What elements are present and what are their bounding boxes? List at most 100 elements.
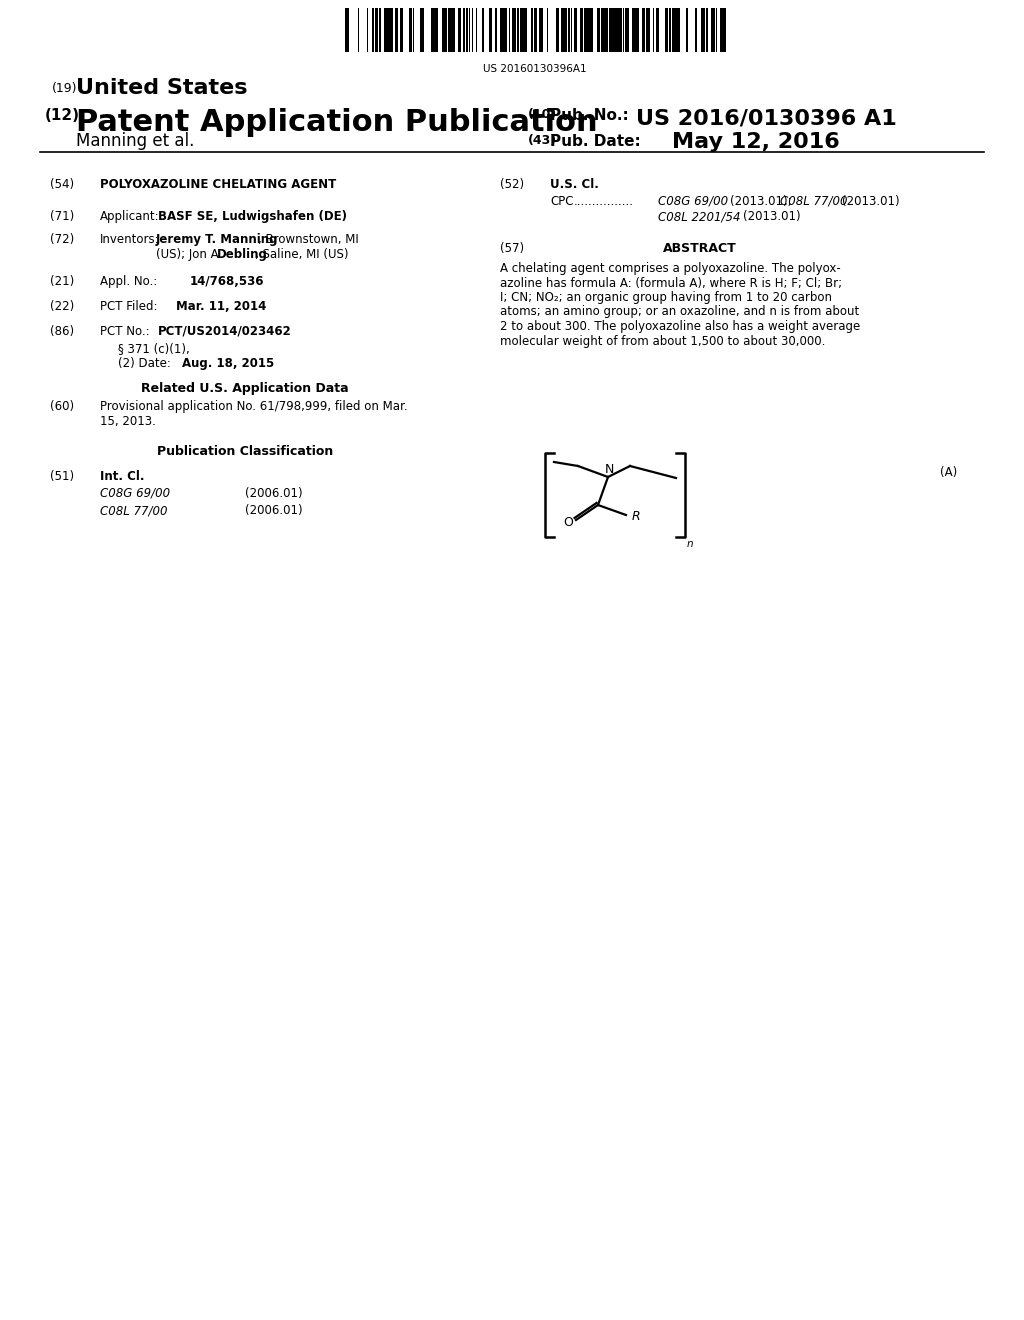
Bar: [386, 8, 388, 51]
Text: § 371 (c)(1),: § 371 (c)(1),: [118, 342, 189, 355]
Bar: [372, 8, 374, 51]
Text: Int. Cl.: Int. Cl.: [100, 470, 144, 483]
Bar: [701, 8, 705, 51]
Text: (12): (12): [45, 108, 80, 123]
Bar: [435, 8, 437, 51]
Bar: [466, 8, 468, 51]
Text: atoms; an amino group; or an oxazoline, and n is from about: atoms; an amino group; or an oxazoline, …: [500, 305, 859, 318]
Bar: [580, 8, 582, 51]
Text: , Saline, MI (US): , Saline, MI (US): [255, 248, 348, 261]
Text: PCT/US2014/023462: PCT/US2014/023462: [158, 325, 292, 338]
Text: 15, 2013.: 15, 2013.: [100, 414, 156, 428]
Text: Jeremy T. Manning: Jeremy T. Manning: [156, 234, 279, 246]
Text: O: O: [563, 516, 573, 528]
Bar: [444, 8, 447, 51]
Bar: [601, 8, 604, 51]
Text: Provisional application No. 61/798,999, filed on Mar.: Provisional application No. 61/798,999, …: [100, 400, 408, 413]
Bar: [379, 8, 381, 51]
Text: A chelating agent comprises a polyoxazoline. The polyox-: A chelating agent comprises a polyoxazol…: [500, 261, 841, 275]
Text: , Brownstown, MI: , Brownstown, MI: [258, 234, 358, 246]
Bar: [504, 8, 507, 51]
Text: n: n: [687, 539, 693, 549]
Bar: [597, 8, 600, 51]
Bar: [672, 8, 675, 51]
Text: (19): (19): [52, 82, 78, 95]
Bar: [568, 8, 570, 51]
Bar: [620, 8, 622, 51]
Bar: [712, 8, 714, 51]
Bar: [375, 8, 378, 51]
Text: (10): (10): [528, 108, 557, 121]
Bar: [517, 8, 519, 51]
Bar: [489, 8, 492, 51]
Text: (51): (51): [50, 470, 74, 483]
Text: (72): (72): [50, 234, 75, 246]
Text: Patent Application Publication: Patent Application Publication: [76, 108, 598, 137]
Text: Aug. 18, 2015: Aug. 18, 2015: [182, 356, 274, 370]
Bar: [722, 8, 724, 51]
Bar: [677, 8, 679, 51]
Bar: [635, 8, 637, 51]
Text: PCT No.:: PCT No.:: [100, 325, 150, 338]
Text: Publication Classification: Publication Classification: [157, 445, 333, 458]
Bar: [633, 8, 635, 51]
Text: Related U.S. Application Data: Related U.S. Application Data: [141, 381, 349, 395]
Text: U.S. Cl.: U.S. Cl.: [550, 178, 599, 191]
Text: Appl. No.:: Appl. No.:: [100, 275, 158, 288]
Text: C08L 77/00: C08L 77/00: [100, 504, 168, 517]
Bar: [463, 8, 465, 51]
Bar: [452, 8, 455, 51]
Bar: [642, 8, 645, 51]
Text: Applicant:: Applicant:: [100, 210, 160, 223]
Text: (2013.01);: (2013.01);: [730, 195, 792, 209]
Text: (54): (54): [50, 178, 74, 191]
Bar: [535, 8, 537, 51]
Text: Debling: Debling: [217, 248, 268, 261]
Text: (2006.01): (2006.01): [245, 504, 303, 517]
Bar: [614, 8, 616, 51]
Text: US 20160130396A1: US 20160130396A1: [483, 63, 587, 74]
Bar: [521, 8, 523, 51]
Bar: [523, 8, 525, 51]
Text: (22): (22): [50, 300, 75, 313]
Text: (2013.01): (2013.01): [842, 195, 900, 209]
Bar: [450, 8, 452, 51]
Bar: [442, 8, 444, 51]
Bar: [589, 8, 592, 51]
Bar: [637, 8, 639, 51]
Text: (A): (A): [940, 466, 957, 479]
Bar: [495, 8, 497, 51]
Text: (US); Jon A.: (US); Jon A.: [156, 248, 226, 261]
Bar: [706, 8, 708, 51]
Text: BASF SE, Ludwigshafen (DE): BASF SE, Ludwigshafen (DE): [158, 210, 347, 223]
Text: (2013.01): (2013.01): [743, 210, 801, 223]
Text: (60): (60): [50, 400, 74, 413]
Bar: [384, 8, 386, 51]
Text: ................: ................: [574, 195, 634, 209]
Text: Manning et al.: Manning et al.: [76, 132, 195, 150]
Text: (57): (57): [500, 242, 524, 255]
Text: N: N: [604, 463, 613, 477]
Bar: [513, 8, 515, 51]
Text: Pub. Date:: Pub. Date:: [550, 135, 641, 149]
Text: Mar. 11, 2014: Mar. 11, 2014: [176, 300, 266, 313]
Text: (71): (71): [50, 210, 75, 223]
Text: (2) Date:: (2) Date:: [118, 356, 171, 370]
Text: ABSTRACT: ABSTRACT: [664, 242, 737, 255]
Bar: [584, 8, 586, 51]
Bar: [587, 8, 589, 51]
Bar: [431, 8, 434, 51]
Bar: [500, 8, 503, 51]
Text: Pub. No.:: Pub. No.:: [550, 108, 629, 123]
Text: C08L 2201/54: C08L 2201/54: [658, 210, 740, 223]
Bar: [669, 8, 671, 51]
Text: CPC: CPC: [550, 195, 573, 209]
Text: United States: United States: [76, 78, 248, 98]
Text: (52): (52): [500, 178, 524, 191]
Text: POLYOXAZOLINE CHELATING AGENT: POLYOXAZOLINE CHELATING AGENT: [100, 178, 336, 191]
Text: C08G 69/00: C08G 69/00: [100, 487, 170, 500]
Text: Inventors:: Inventors:: [100, 234, 160, 246]
Text: (43): (43): [528, 135, 557, 147]
Bar: [561, 8, 563, 51]
Bar: [574, 8, 577, 51]
